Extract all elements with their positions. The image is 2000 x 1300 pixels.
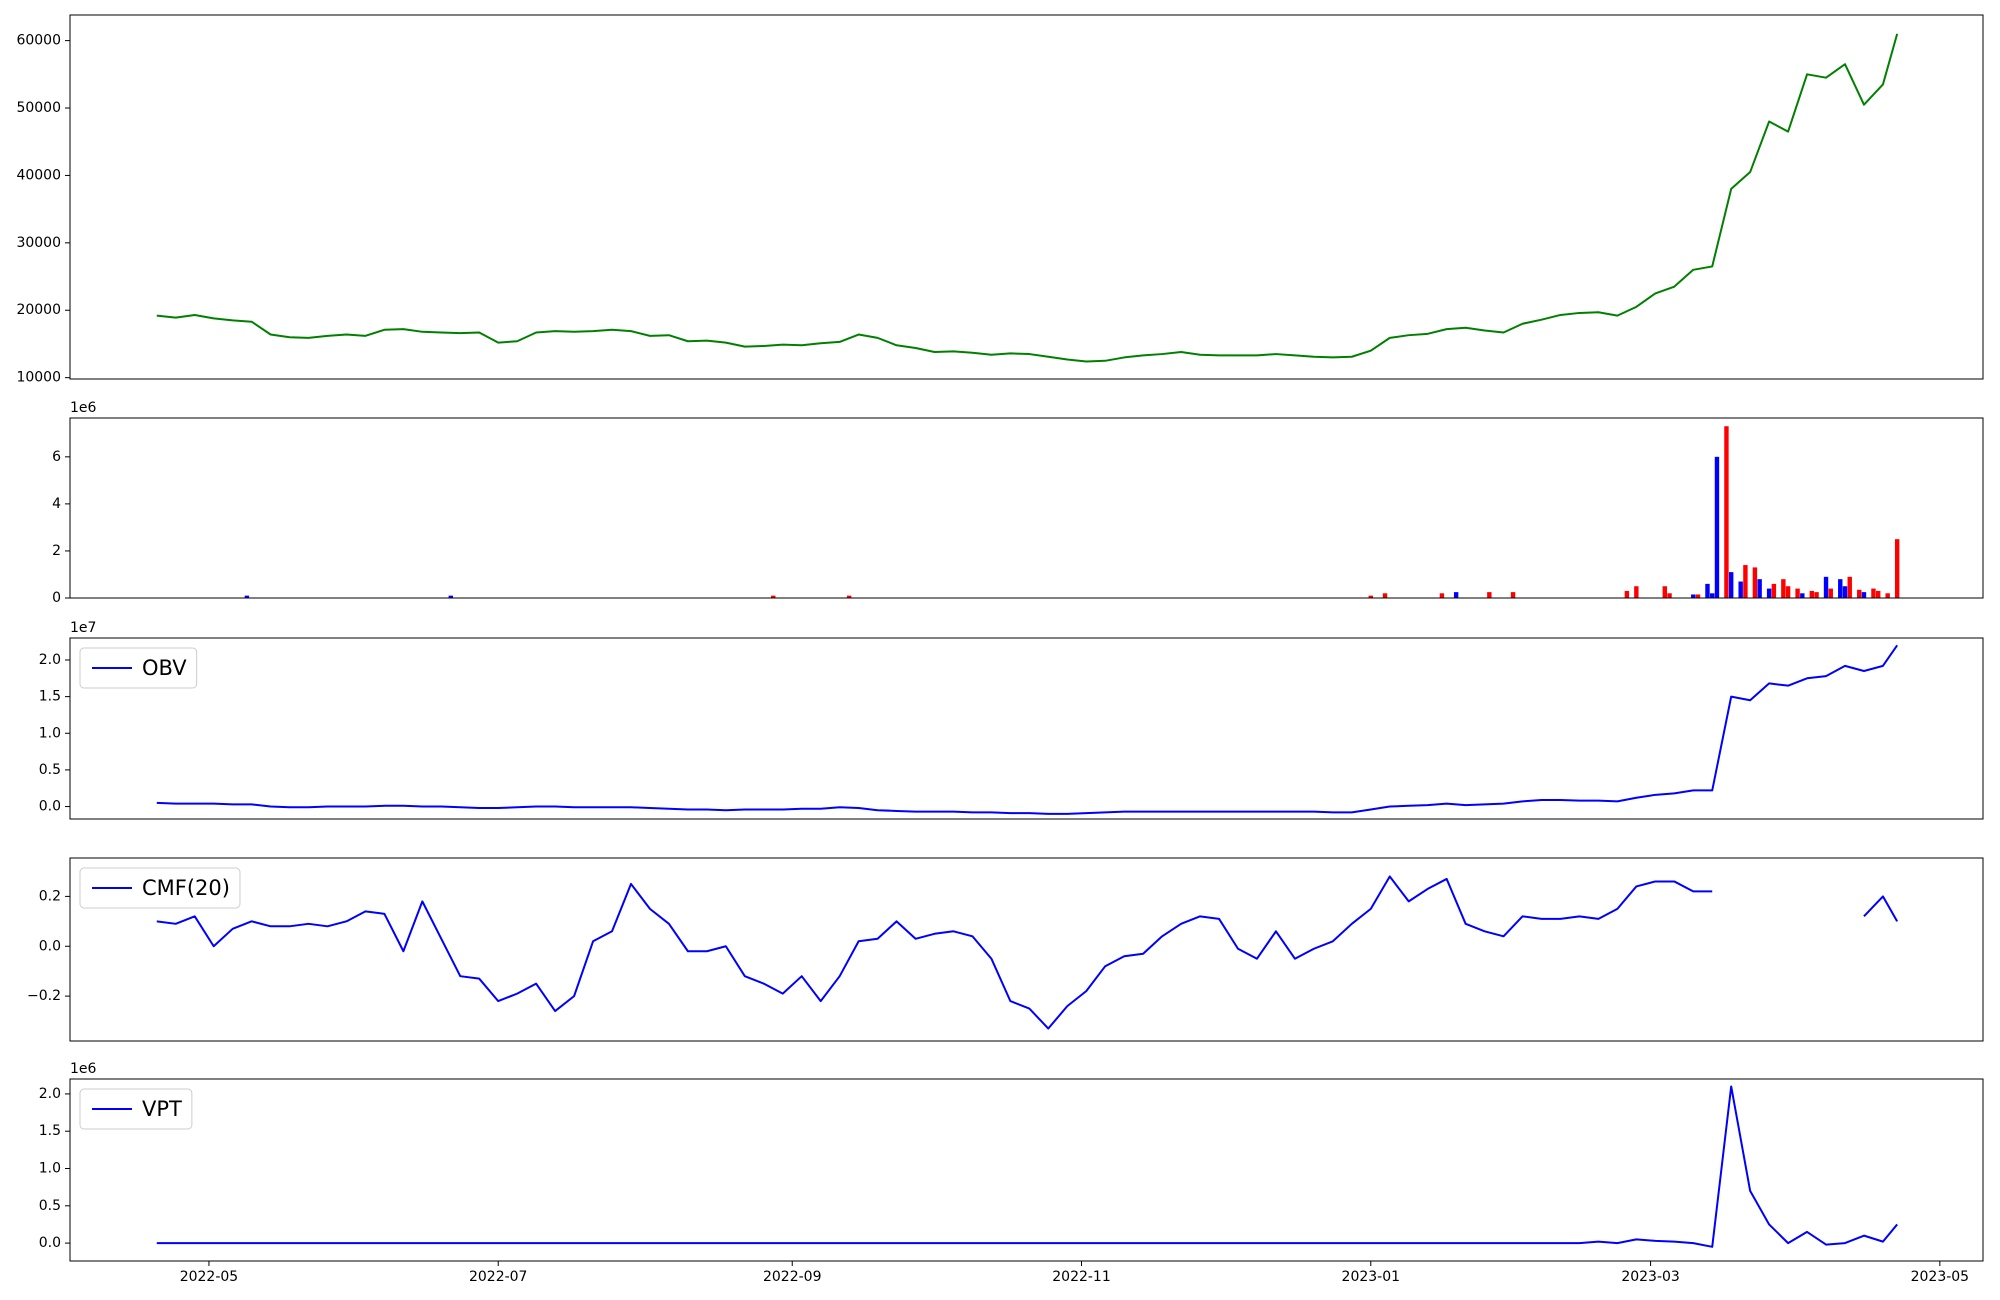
y-tick-label: −0.2: [27, 988, 61, 1004]
volume-bar: [1771, 583, 1777, 598]
y-tick-label: 0: [52, 590, 61, 606]
legend-box: [79, 647, 198, 689]
y-tick-label: 2.0: [39, 1086, 61, 1102]
volume-bar: [1800, 593, 1805, 598]
volume-bar: [1875, 590, 1881, 598]
volume-bar: [1861, 592, 1867, 598]
legend-box: [79, 867, 241, 909]
volume-bar: [1710, 593, 1715, 598]
volume-bar: [1728, 572, 1734, 598]
line-series: [156, 1085, 1898, 1248]
x-tick-label: 2023-03: [1621, 1269, 1680, 1285]
axis-offset-label: 1e6: [70, 1061, 97, 1077]
legend-box: [79, 1088, 193, 1130]
x-tick-label: 2023-05: [1911, 1269, 1970, 1285]
axis-offset-label: 1e6: [70, 400, 97, 416]
volume-bar: [1814, 592, 1819, 598]
axes-frame: [69, 637, 1984, 820]
volume-bar: [1634, 586, 1639, 598]
volume-bar: [1382, 593, 1388, 598]
y-tick-label: 6: [52, 449, 61, 465]
y-tick-label: 0.0: [39, 938, 61, 954]
volume-bar: [1695, 594, 1701, 598]
y-tick-label: 1.0: [39, 725, 61, 741]
volume-bar: [1724, 426, 1729, 598]
volume-bar: [1785, 586, 1791, 598]
y-tick-label: 0.2: [39, 888, 61, 904]
volume-bar: [1842, 586, 1848, 598]
volume-bar: [1453, 592, 1459, 598]
y-tick-label: 50000: [16, 100, 61, 116]
volume-bar: [1714, 456, 1720, 598]
y-tick-label: 10000: [16, 370, 61, 386]
volume-bar: [1738, 581, 1743, 598]
y-tick-label: 4: [52, 496, 61, 512]
volume-bar: [1885, 593, 1890, 598]
volume-bar: [1368, 595, 1373, 598]
volume-bar: [846, 595, 852, 598]
volume-bar: [1624, 590, 1630, 598]
axes-frame: [69, 857, 1984, 1042]
y-tick-label: 2.0: [39, 652, 61, 668]
volume-bar: [1795, 588, 1800, 598]
y-tick-label: 20000: [16, 302, 61, 318]
axis-offset-label: 1e7: [70, 620, 96, 636]
volume-bar: [1667, 593, 1672, 598]
x-tick-label: 2022-05: [180, 1269, 239, 1285]
x-tick-label: 2022-11: [1052, 1269, 1111, 1285]
volume-bar: [1487, 592, 1492, 598]
axes-frame: [69, 417, 1984, 599]
volume-bar: [1823, 576, 1829, 598]
volume-bar: [771, 595, 776, 598]
y-tick-label: 1.5: [39, 689, 61, 705]
volume-bar: [1662, 586, 1667, 598]
x-tick-label: 2022-07: [469, 1269, 528, 1285]
volume-bar: [1781, 579, 1786, 598]
legend-label: CMF(20): [142, 876, 230, 900]
volume-bar: [448, 595, 453, 598]
volume-bar: [1838, 579, 1843, 598]
y-tick-label: 2: [52, 543, 61, 559]
volume-bar: [1743, 565, 1748, 598]
y-tick-label: 30000: [16, 235, 61, 251]
y-tick-label: 0.0: [39, 1235, 61, 1251]
volume-bar: [1766, 588, 1772, 598]
volume-bar: [1691, 594, 1696, 598]
axes-frame: [69, 14, 1984, 380]
axes-frame: [69, 1078, 1984, 1262]
volume-bar: [1871, 588, 1876, 598]
volume-bar: [1705, 583, 1710, 598]
y-tick-label: 40000: [16, 167, 61, 183]
y-tick-label: 0.5: [39, 762, 61, 778]
volume-bar: [1894, 539, 1900, 598]
y-tick-label: 0.0: [39, 799, 61, 815]
volume-bar: [1828, 588, 1833, 598]
line-series: [156, 644, 1898, 815]
x-tick-label: 2022-09: [763, 1269, 822, 1285]
line-series: [156, 33, 1899, 363]
volume-bar: [1752, 567, 1758, 598]
volume-bar: [1847, 576, 1852, 598]
volume-bar: [1510, 592, 1516, 598]
volume-bar: [1757, 579, 1762, 598]
x-tick-label: 2023-01: [1342, 1269, 1401, 1285]
legend-label: OBV: [142, 656, 187, 680]
volume-bar: [244, 595, 250, 598]
legend-label: VPT: [142, 1097, 182, 1121]
line-series: [156, 875, 1899, 1030]
volume-bar: [1439, 593, 1445, 598]
y-tick-label: 60000: [16, 33, 61, 49]
volume-bar: [1857, 589, 1862, 598]
y-tick-label: 1.5: [39, 1123, 61, 1139]
y-tick-label: 1.0: [39, 1161, 61, 1177]
y-tick-label: 0.5: [39, 1198, 61, 1214]
volume-bar: [1809, 590, 1815, 598]
